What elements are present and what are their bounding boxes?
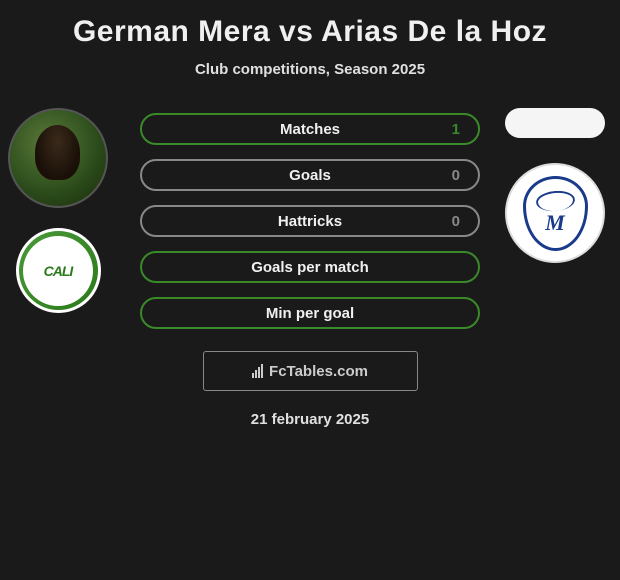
watermark-badge: FcTables.com xyxy=(203,351,418,391)
page-subtitle: Club competitions, Season 2025 xyxy=(195,61,425,78)
club-left-logo-text: CALI xyxy=(23,236,93,306)
stat-value: 1 xyxy=(452,121,460,138)
stat-label: Goals per match xyxy=(251,259,369,276)
stat-pill-matches: Matches 1 xyxy=(140,113,480,145)
date-text: 21 february 2025 xyxy=(251,411,369,428)
stat-pill-min-per-goal: Min per goal xyxy=(140,297,480,329)
stat-label: Matches xyxy=(280,121,340,138)
stats-column: Matches 1 Goals 0 Hattricks 0 Goals per match M… xyxy=(140,113,480,329)
club-right-shield xyxy=(523,176,588,251)
club-right-logo xyxy=(505,163,605,263)
player-right-avatar-placeholder xyxy=(505,108,605,138)
stat-value: 0 xyxy=(452,167,460,184)
stat-pill-hattricks: Hattricks 0 xyxy=(140,205,480,237)
stat-value: 0 xyxy=(452,213,460,230)
watermark-text: FcTables.com xyxy=(269,363,368,380)
club-left-logo: CALI xyxy=(16,228,101,313)
bar-chart-icon xyxy=(252,364,263,378)
right-player-column xyxy=(505,108,605,263)
stat-label: Goals xyxy=(289,167,331,184)
infographic-container: German Mera vs Arias De la Hoz Club comp… xyxy=(0,0,620,438)
left-player-column: CALI xyxy=(8,108,108,313)
page-title: German Mera vs Arias De la Hoz xyxy=(73,15,547,49)
player-left-avatar xyxy=(8,108,108,208)
stat-label: Min per goal xyxy=(266,305,354,322)
stat-label: Hattricks xyxy=(278,213,342,230)
stat-pill-goals: Goals 0 xyxy=(140,159,480,191)
stat-pill-goals-per-match: Goals per match xyxy=(140,251,480,283)
content-area: CALI Matches 1 Goals 0 Hattricks 0 Goals per m… xyxy=(0,113,620,329)
